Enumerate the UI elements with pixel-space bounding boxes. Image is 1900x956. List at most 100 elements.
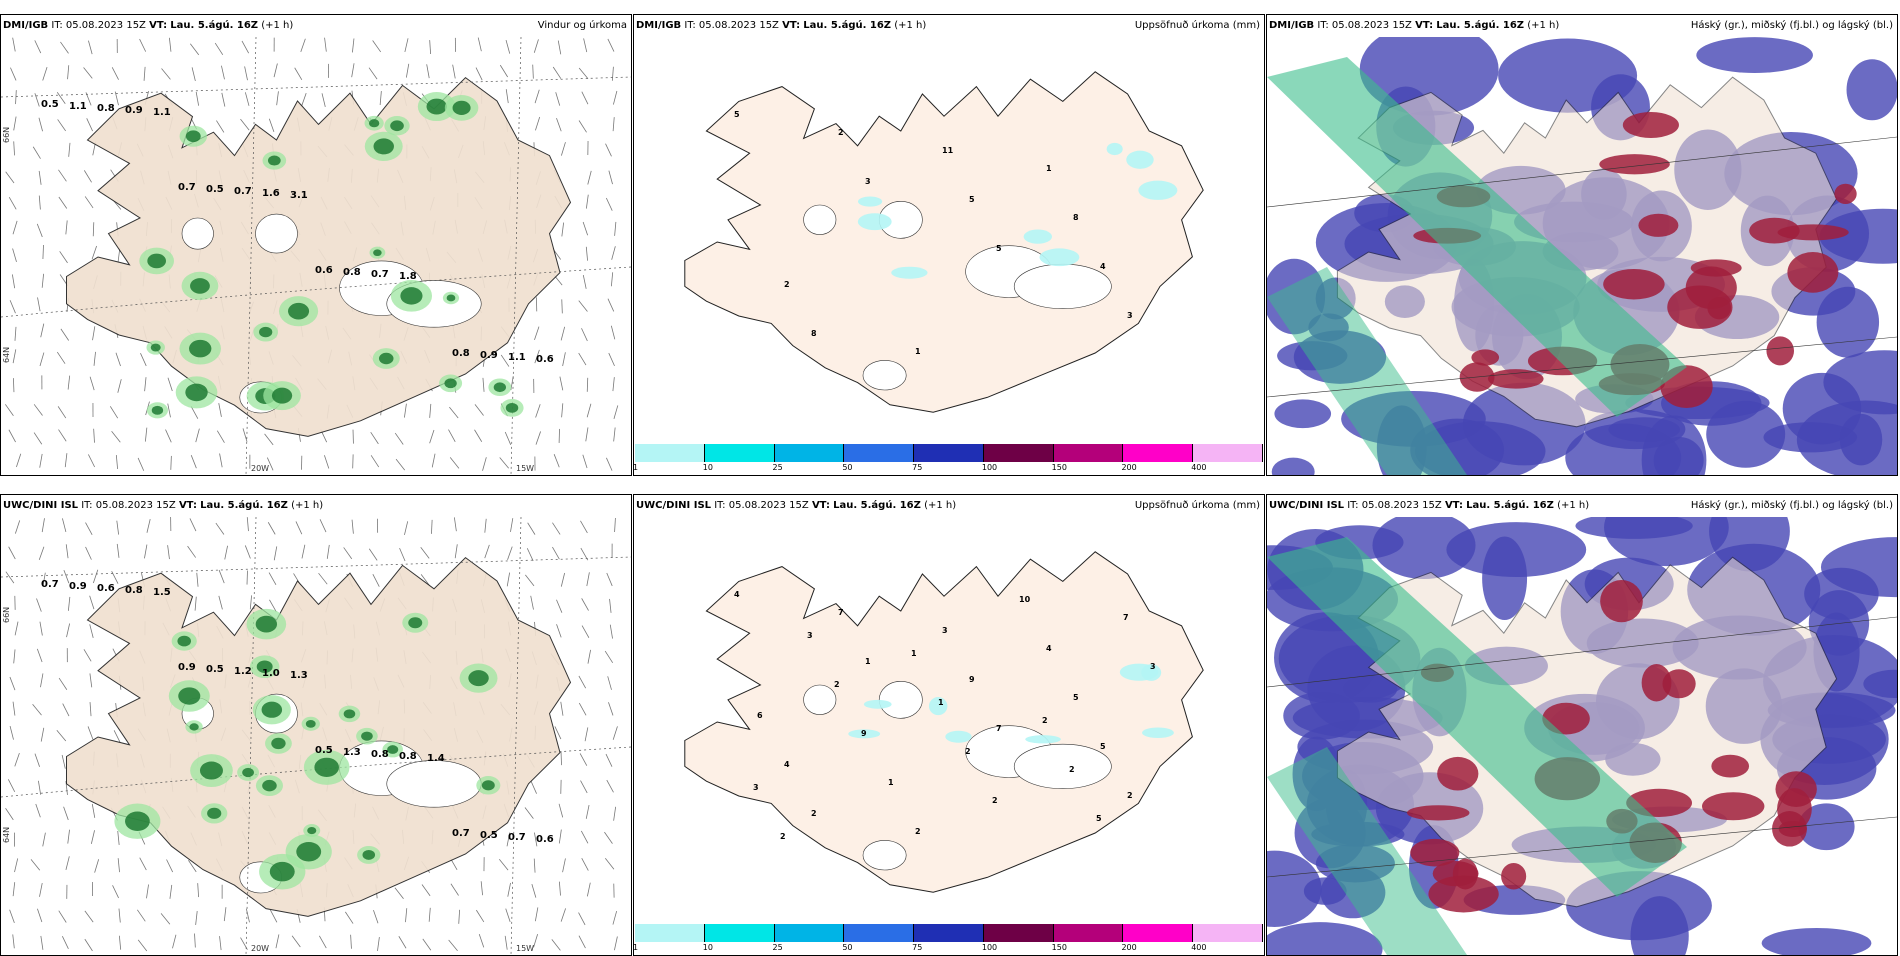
wind-barb (35, 754, 40, 767)
wind-barb (459, 910, 460, 924)
precip-value-label: 0.9 (480, 350, 498, 361)
wind-barb (10, 300, 15, 313)
lead-time: (+1 h) (1527, 20, 1559, 31)
wind-barb (13, 378, 14, 392)
colorbar-swatch (635, 924, 705, 942)
wind-barb (118, 831, 119, 845)
vt-label: VT: (812, 500, 830, 511)
issue-time: 05.08.2023 15Z (729, 500, 809, 511)
panel-header: DMI/IGB IT: 05.08.2023 15Z VT: Lau. 5.ág… (1, 15, 631, 37)
wind-barb (586, 195, 588, 209)
wind-barb (84, 170, 91, 182)
wind-barb (112, 67, 118, 79)
panel-title: Vindur og úrkoma (538, 15, 627, 37)
iceland-land (685, 72, 1203, 412)
precip-value-label: 0.9 (69, 581, 87, 592)
wind-barb (606, 144, 612, 157)
wind-barb (85, 939, 93, 951)
precip-core (268, 156, 281, 166)
wind-barb (245, 66, 248, 80)
wind-barb (118, 379, 121, 393)
wind-barb (322, 93, 325, 107)
wind-barb (478, 38, 481, 52)
wind-barb (172, 935, 175, 949)
low-cloud-area (1847, 59, 1897, 120)
glacier-area (804, 685, 836, 715)
wind-barb (242, 41, 249, 53)
wind-barb (535, 907, 537, 921)
wind-barb (87, 118, 93, 131)
colorbar-swatch (635, 444, 705, 462)
wind-barb (198, 883, 199, 897)
precip-value-label: 0.8 (343, 267, 361, 278)
wind-barb (63, 704, 69, 716)
wind-barb (302, 545, 305, 559)
wind-barb (579, 301, 588, 312)
colorbar-tick-label: 150 (1052, 943, 1067, 952)
wind-barb (429, 908, 430, 922)
panel-header: DMI/IGB IT: 05.08.2023 15Z VT: Lau. 5.ág… (634, 15, 1264, 37)
wind-barb (510, 518, 512, 532)
wind-barb (216, 121, 223, 133)
mid-cloud-area (1638, 214, 1678, 237)
wind-barb (534, 859, 535, 873)
wind-barb (217, 431, 224, 443)
mid-cloud-area (1407, 805, 1469, 820)
wind-barb (10, 68, 16, 81)
precip-value-label: 3 (753, 783, 759, 792)
wind-barb (140, 353, 146, 366)
wind-barb (95, 859, 99, 872)
glacier-area (182, 218, 214, 249)
wind-barb (6, 172, 14, 183)
precip-area (858, 196, 882, 206)
colorbar-tick-label: 75 (912, 463, 922, 472)
wind-barb (197, 573, 198, 587)
wind-barb (90, 702, 91, 716)
mid-cloud-area (1787, 252, 1838, 293)
wind-barb (554, 454, 559, 467)
wind-barb (608, 299, 614, 312)
precip-value-label: 3 (865, 177, 871, 186)
colorbar-swatch (1193, 924, 1263, 942)
wind-barb (427, 64, 430, 78)
wind-barb (604, 832, 612, 843)
precip-core (147, 254, 166, 269)
wind-barb (35, 93, 39, 106)
lead-time: (+1 h) (291, 500, 323, 511)
wind-barb (274, 64, 277, 78)
wind-barb (319, 573, 328, 584)
colorbar-swatch (1193, 444, 1263, 462)
wind-barb (448, 430, 455, 442)
wind-barb (88, 726, 93, 739)
wind-barb (430, 40, 431, 54)
lat-axis-label: 66N (2, 127, 11, 143)
colorbar-tick-label: 10 (703, 463, 713, 472)
panel-title: Háský (gr.), miðský (fj.bl.) og lágský (… (1691, 15, 1893, 37)
colorbar-swatch (914, 444, 984, 462)
wind-barb (39, 547, 44, 560)
wind-barb (582, 626, 589, 638)
wind-barb (34, 433, 42, 445)
wind-barb (615, 222, 616, 236)
wind-barb (90, 596, 94, 609)
wind-barb (138, 458, 144, 471)
colorbar-tick-label: 25 (773, 463, 783, 472)
colorbar-tick-label: 150 (1052, 463, 1067, 472)
wind-barb (62, 936, 68, 949)
colorbar-swatch (1123, 924, 1193, 942)
wind-barb (559, 830, 561, 844)
glacier-area (387, 760, 482, 807)
wind-barb (41, 324, 44, 338)
wind-barb (16, 454, 20, 467)
mid-cloud-area (1691, 259, 1742, 276)
wind-barb (245, 92, 249, 106)
wind-barb (91, 830, 94, 844)
precip-value-label: 0.9 (178, 662, 196, 673)
lead-time: (+1 h) (894, 20, 926, 31)
wind-barb (505, 432, 511, 445)
wind-barb (327, 545, 329, 559)
wind-barb (586, 805, 589, 819)
precip-core (259, 327, 272, 337)
colorbar-tick-label: 75 (912, 943, 922, 952)
